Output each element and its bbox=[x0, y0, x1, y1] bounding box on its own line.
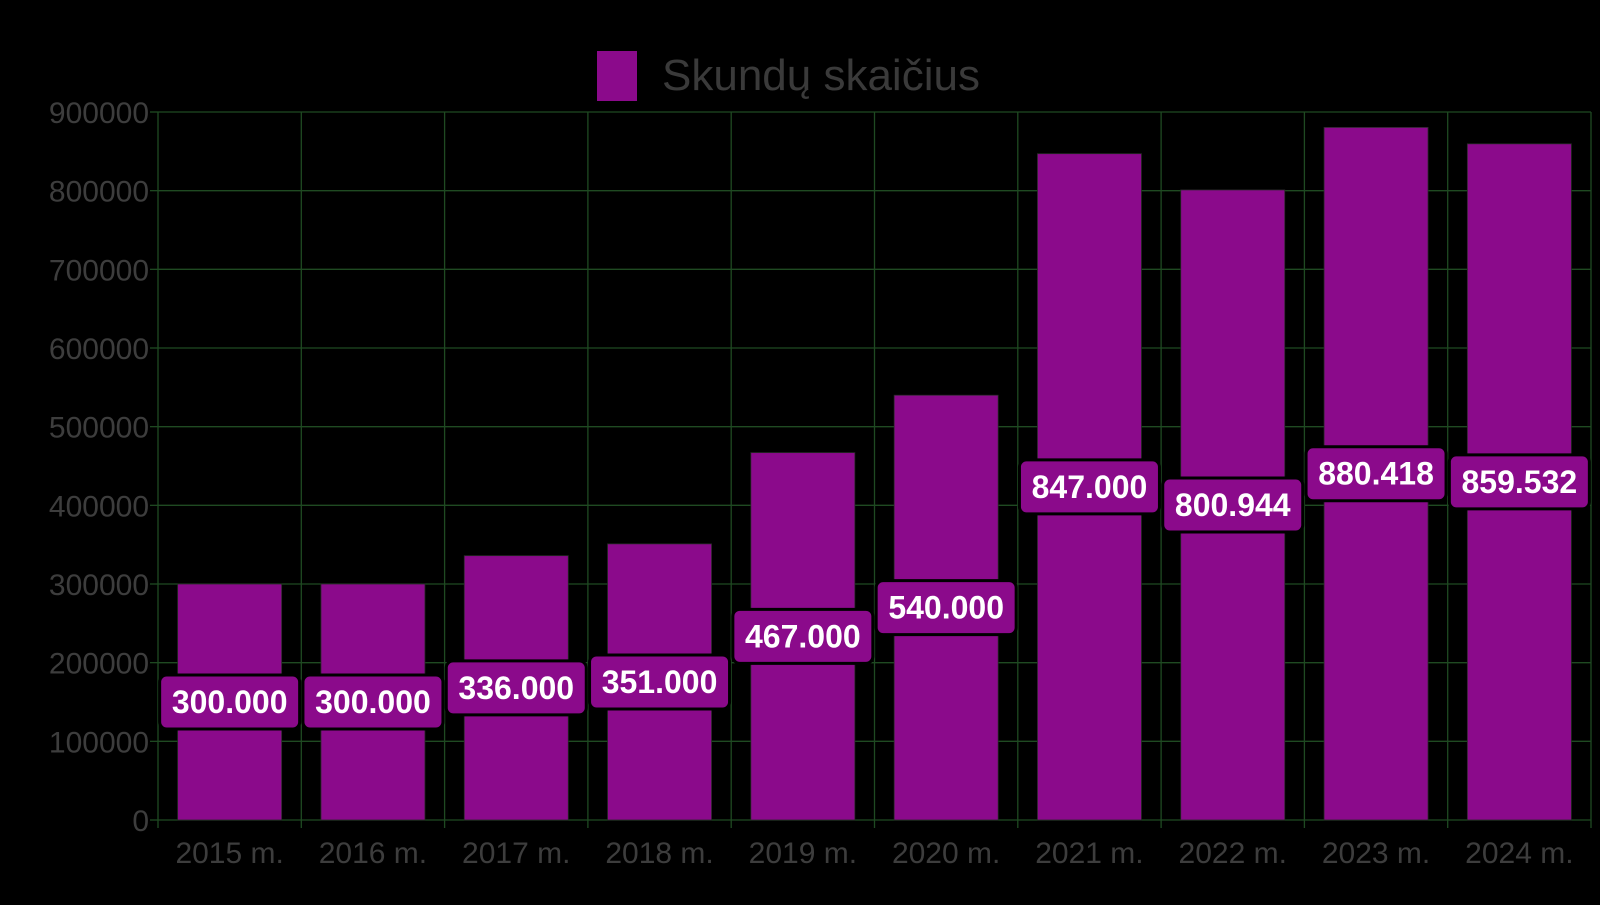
y-tick-label: 600000 bbox=[49, 333, 149, 366]
y-tick-label: 500000 bbox=[49, 412, 149, 445]
x-tick-label: 2018 m. bbox=[605, 837, 713, 870]
data-label-box bbox=[731, 607, 875, 665]
data-label: 859.532 bbox=[1462, 464, 1578, 500]
y-tick-label: 0 bbox=[132, 805, 149, 838]
data-label-box bbox=[1304, 445, 1448, 503]
x-tick-label: 2021 m. bbox=[1035, 837, 1143, 870]
data-labels: 300.000 300.000 336.000 351.000 467.000 540.0… bbox=[158, 445, 1591, 731]
x-tick-label: 2023 m. bbox=[1322, 837, 1430, 870]
data-label: 800.944 bbox=[1175, 487, 1291, 523]
x-tick-label: 2015 m. bbox=[175, 837, 283, 870]
data-label-box bbox=[301, 673, 445, 731]
y-tick-label: 300000 bbox=[49, 569, 149, 602]
legend: Skundų skaičius bbox=[597, 51, 980, 101]
data-label: 540.000 bbox=[888, 590, 1004, 626]
data-label-box bbox=[588, 653, 732, 711]
x-tick-label: 2024 m. bbox=[1465, 837, 1573, 870]
data-label: 847.000 bbox=[1032, 469, 1148, 505]
data-label-box bbox=[444, 659, 588, 717]
data-label-box bbox=[1447, 453, 1591, 511]
x-tick-label: 2019 m. bbox=[749, 837, 857, 870]
legend-label: Skundų skaičius bbox=[662, 51, 980, 100]
x-tick-label: 2017 m. bbox=[462, 837, 570, 870]
y-tick-label: 200000 bbox=[49, 648, 149, 681]
y-tick-label: 100000 bbox=[49, 726, 149, 759]
y-tick-label: 700000 bbox=[49, 254, 149, 287]
data-label: 467.000 bbox=[745, 618, 861, 654]
data-label: 300.000 bbox=[315, 684, 431, 720]
y-tick-label: 400000 bbox=[49, 490, 149, 523]
y-tick-label: 800000 bbox=[49, 176, 149, 209]
data-label-box bbox=[874, 579, 1018, 637]
data-label-box bbox=[1017, 458, 1161, 516]
data-label-box bbox=[158, 673, 302, 731]
x-axis-ticks: 2015 m. 2016 m. 2017 m. 2018 m. 2019 m. 2020 … bbox=[175, 837, 1573, 870]
data-label: 880.418 bbox=[1318, 456, 1434, 492]
y-axis-ticks: 0 100000 200000 300000 400000 500000 600000 700… bbox=[49, 97, 149, 838]
data-label: 300.000 bbox=[172, 684, 288, 720]
data-label: 351.000 bbox=[602, 664, 718, 700]
legend-swatch bbox=[597, 51, 637, 101]
data-label-box bbox=[1161, 476, 1305, 534]
x-tick-label: 2020 m. bbox=[892, 837, 1000, 870]
x-tick-label: 2022 m. bbox=[1179, 837, 1287, 870]
data-label: 336.000 bbox=[458, 670, 574, 706]
y-tick-label: 900000 bbox=[49, 97, 149, 130]
x-tick-label: 2016 m. bbox=[319, 837, 427, 870]
